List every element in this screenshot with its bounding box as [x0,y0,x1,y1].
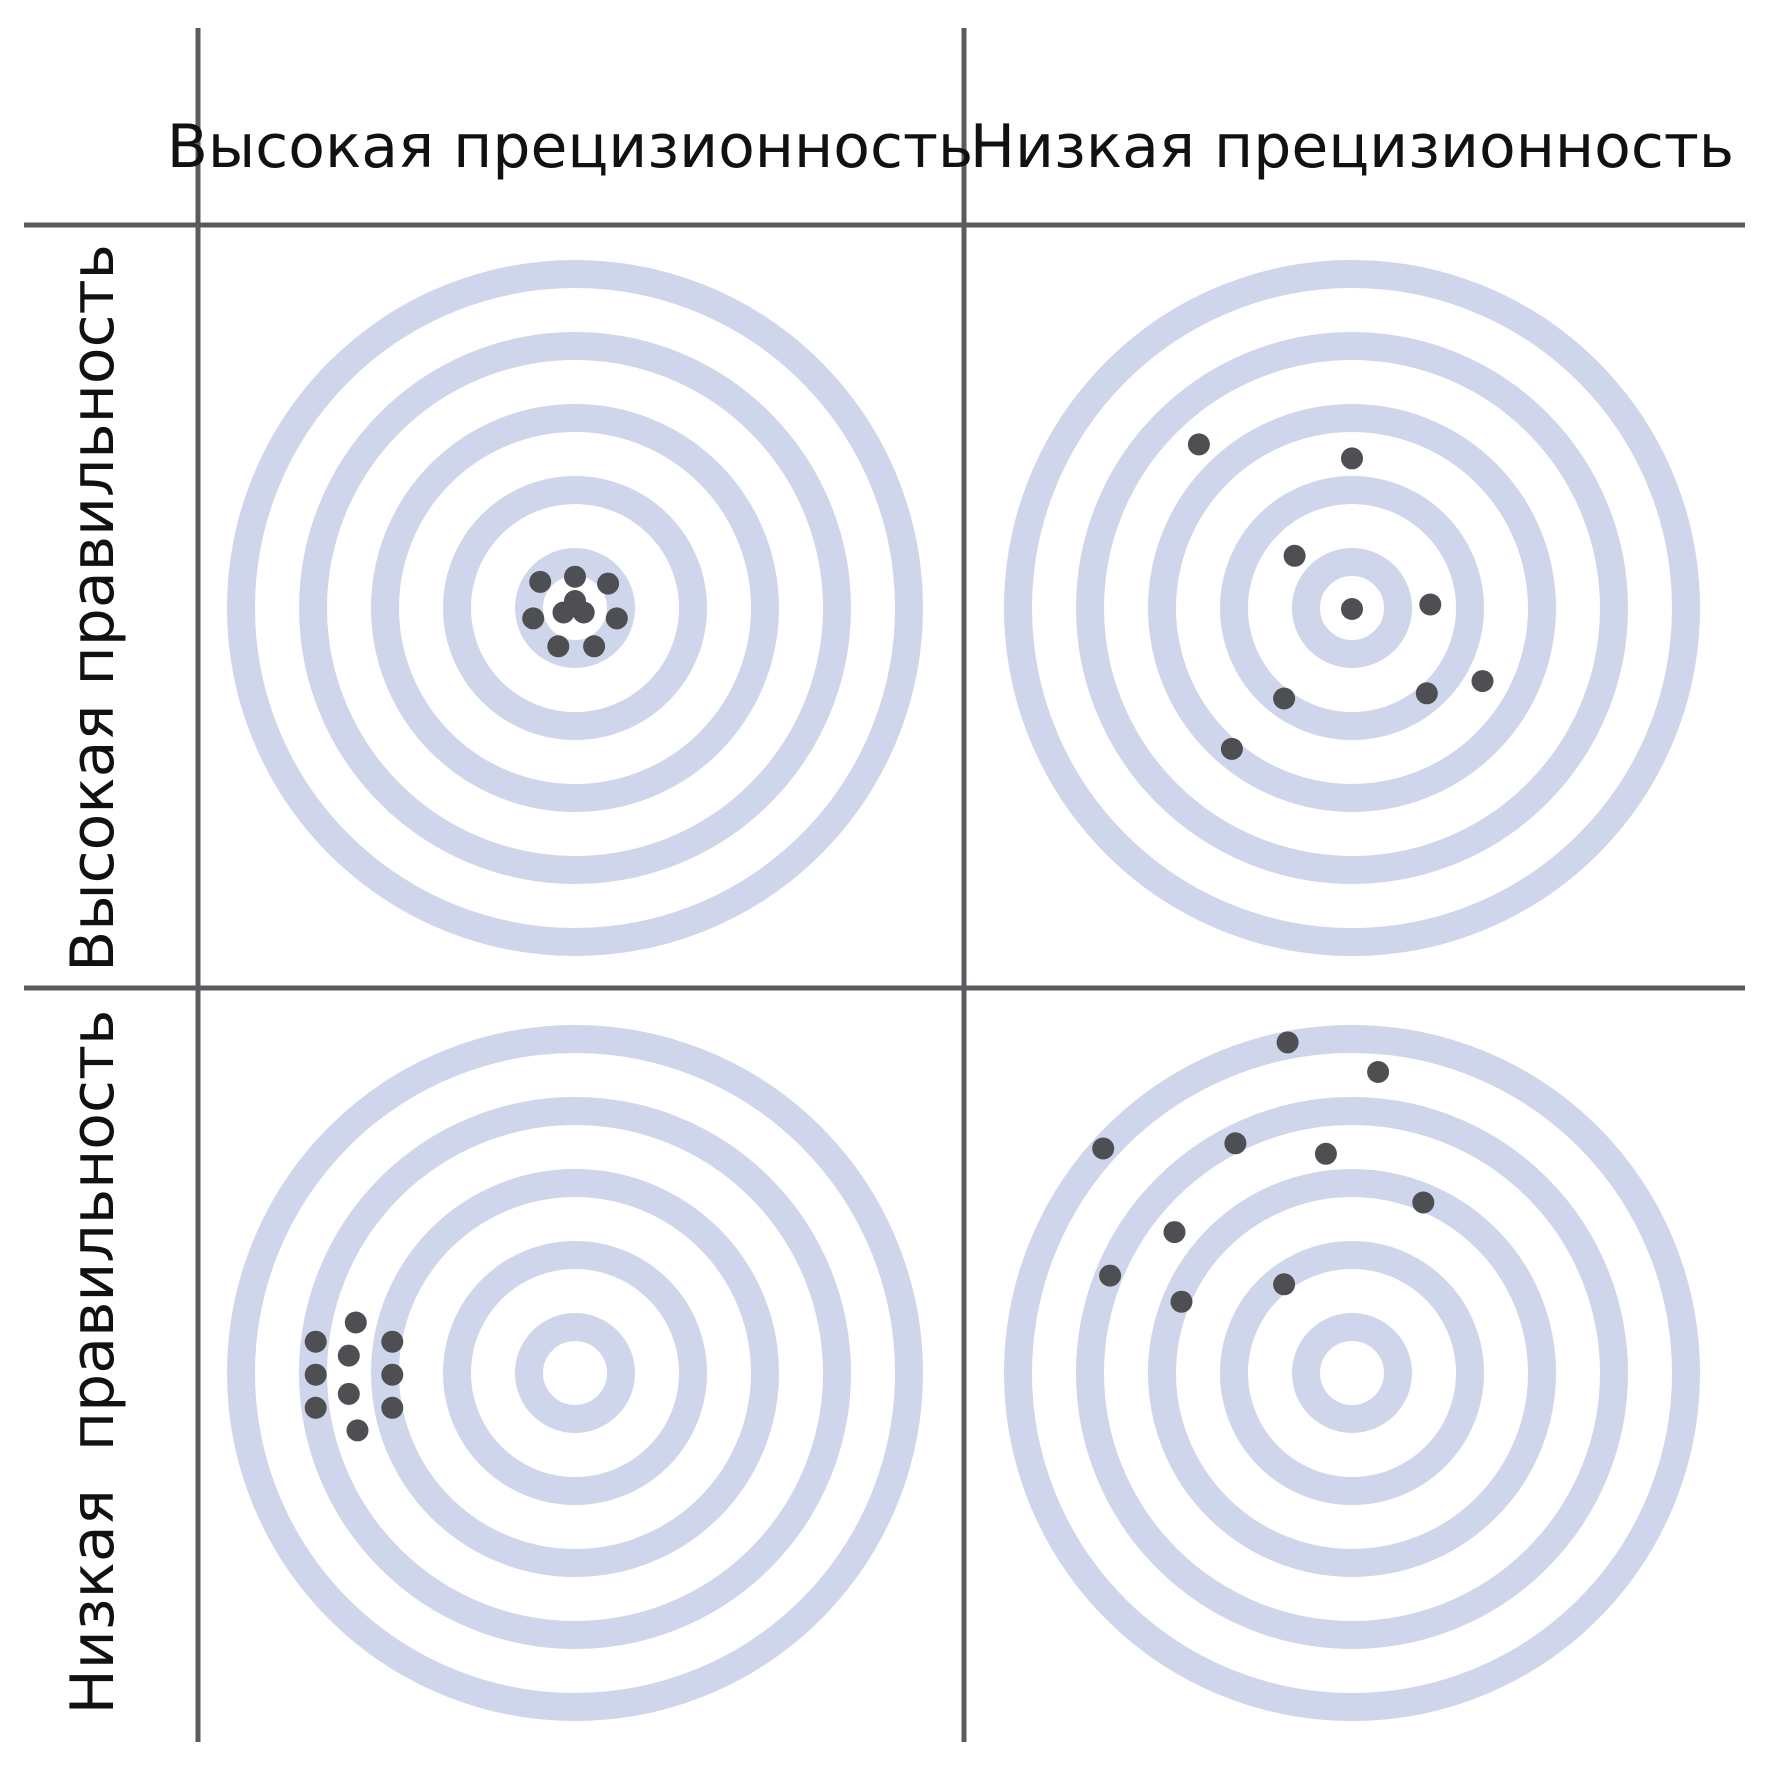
shot-dot [1163,1221,1186,1244]
shot-dot [522,607,545,630]
target-ring [1148,404,1556,812]
shot-dot [1341,598,1363,620]
shot-dot [1273,1273,1296,1296]
shot-dot [1415,682,1438,705]
shot-dot [381,1363,404,1386]
shot-dot [572,601,595,624]
target-ring [1004,260,1700,956]
shot-dot [304,1396,327,1419]
target-ring [1148,1169,1556,1577]
shot-dot [597,572,620,595]
shot-dot [1367,1061,1390,1083]
shot-dot [381,1396,404,1419]
target-ring [443,476,707,740]
target-low-accuracy-high-precision [227,1025,923,1721]
shot-dot [547,635,570,658]
shot-dot [1187,433,1210,456]
target-ring [1220,476,1484,740]
target-low-accuracy-low-precision [1004,1025,1700,1721]
target-ring [1076,1097,1628,1649]
shot-dot [1341,447,1363,470]
target-ring [1292,548,1412,668]
row-heading-low-accuracy: Низкая правильность [58,1010,128,1715]
grid-lines [24,28,1745,1742]
shot-dot [605,607,628,630]
shot-dot [564,565,586,588]
shot-dot [1224,1132,1247,1155]
shot-dot [1314,1142,1337,1165]
target-ring [515,548,635,668]
target-ring [371,1169,779,1577]
shot-dot [1412,1191,1435,1214]
shot-dot [337,1382,360,1405]
shot-dot [304,1363,327,1386]
shot-dot [1170,1290,1193,1313]
shot-dot [1273,687,1296,710]
target-ring [1292,1313,1412,1433]
shot-dot [1471,670,1494,693]
shot-dot [381,1330,404,1353]
column-heading-low-precision: Низкая прецизионность [970,112,1734,182]
shot-dot [552,601,575,624]
target-high-accuracy-high-precision [227,260,923,956]
shot-dot [1283,544,1306,567]
shot-dot [1099,1264,1122,1287]
shot-dot [346,1419,369,1442]
column-heading-high-precision: Высокая прецизионность [167,112,974,182]
target-ring [1076,332,1628,884]
shot-dot [304,1330,327,1353]
shot-dot [344,1311,367,1334]
shot-dot [1419,593,1442,616]
shot-dot [583,635,606,658]
shot-dot [1092,1137,1115,1160]
target-ring [443,1241,707,1505]
target-ring [1220,1241,1484,1505]
row-heading-high-accuracy: Высокая правильность [58,244,128,972]
target-ring [227,260,923,956]
shot-dot [529,570,552,593]
target-high-accuracy-low-precision [1004,260,1700,956]
shot-dot [1276,1031,1299,1054]
target-ring [1004,1025,1700,1721]
shot-dot [337,1344,360,1367]
shot-dot [1220,737,1243,760]
target-ring [371,404,779,812]
target-ring [515,1313,635,1433]
target-ring [299,332,851,884]
target-ring [227,1025,923,1721]
